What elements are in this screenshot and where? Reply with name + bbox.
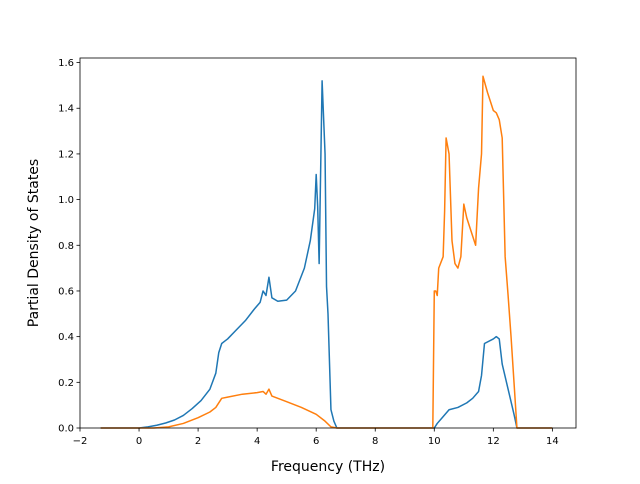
y-tick-label: 0.2 [58, 378, 74, 389]
plot-frame [79, 57, 577, 429]
y-tick-label: 1.2 [58, 149, 74, 160]
series-line-1 [100, 80, 553, 429]
y-tick-label: 0.6 [58, 286, 74, 297]
y-ticks: 0.0 0.2 0.4 0.6 0.8 1.0 1.2 1.4 1.6 [58, 58, 80, 435]
y-tick-label: 0.8 [58, 241, 74, 252]
x-tick-label: 4 [254, 436, 260, 447]
x-tick-label: 10 [428, 436, 441, 447]
x-tick-label: 0 [136, 436, 142, 447]
y-tick-label: 1.6 [58, 58, 74, 69]
y-tick-label: 0.0 [58, 424, 74, 435]
x-ticks: −2 0 2 4 6 8 10 12 14 [73, 428, 559, 447]
y-tick-label: 0.4 [58, 332, 74, 343]
x-tick-label: 12 [487, 436, 500, 447]
x-tick-label: −2 [73, 436, 88, 447]
series-layer [100, 75, 553, 429]
x-axis-label: Frequency (THz) [271, 459, 385, 475]
series-line-2 [100, 75, 553, 429]
x-tick-label: 2 [195, 436, 201, 447]
y-tick-label: 1.4 [58, 104, 74, 115]
y-tick-label: 1.0 [58, 195, 74, 206]
x-tick-label: 6 [313, 436, 319, 447]
y-axis-label: Partial Density of States [26, 159, 42, 327]
x-tick-label: 8 [372, 436, 378, 447]
x-tick-label: 14 [546, 436, 559, 447]
